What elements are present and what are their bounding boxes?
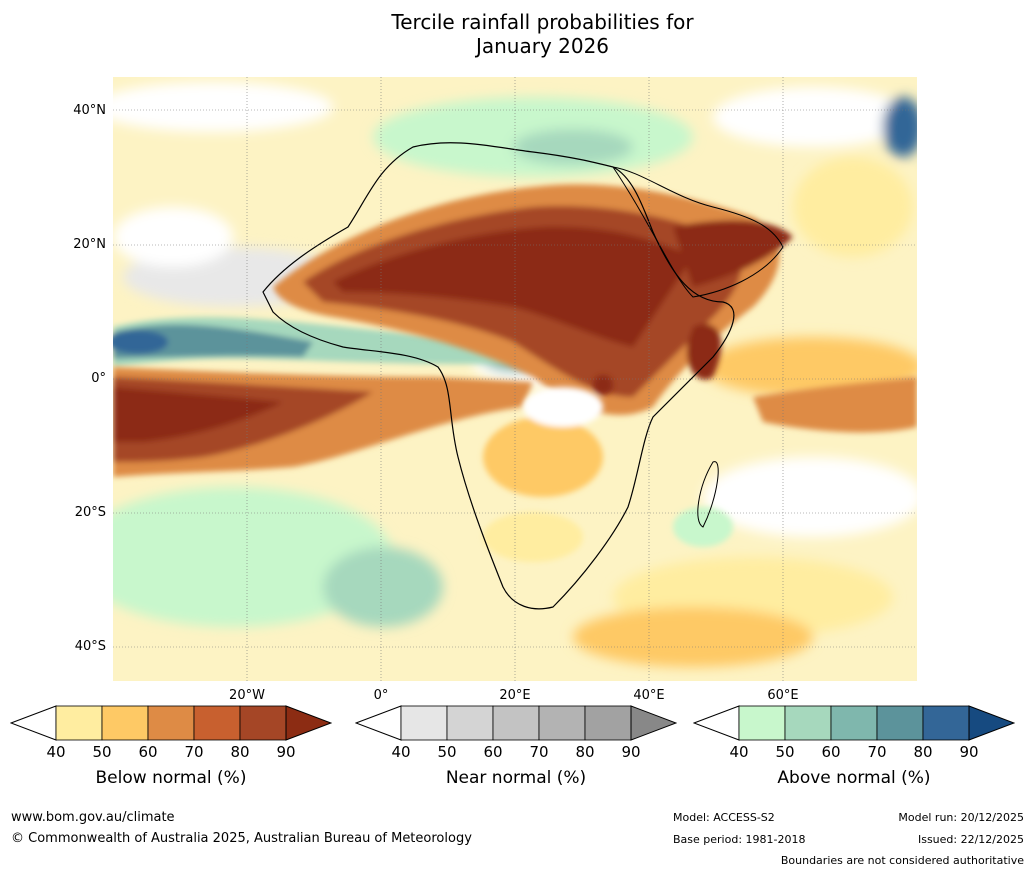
near-swatch-3 xyxy=(538,705,586,741)
lat-label-20s: 20°S xyxy=(74,505,106,520)
lon-label-0: 0° xyxy=(373,688,389,703)
lon-label-40e: 40°E xyxy=(633,688,665,703)
above-swatch-0 xyxy=(738,705,786,741)
issued-text: Issued: 22/12/2025 xyxy=(917,833,1024,846)
below-swatch-2 xyxy=(147,705,195,741)
background-fields xyxy=(113,82,917,667)
lat-label-0: 0° xyxy=(91,371,106,386)
below-tick-40: 40 xyxy=(46,743,66,761)
above-swatch-2 xyxy=(830,705,878,741)
below-swatch-4 xyxy=(239,705,287,741)
above-swatch-3 xyxy=(876,705,924,741)
above-swatch-5 xyxy=(968,705,1015,741)
lon-label-60e: 60°E xyxy=(767,688,799,703)
near-swatch-1 xyxy=(446,705,494,741)
near-tick-70: 70 xyxy=(529,743,549,761)
below-normal-sahel xyxy=(273,184,793,416)
near-tick-60: 60 xyxy=(483,743,503,761)
lon-label-20e: 20°E xyxy=(499,688,531,703)
title-line-2: January 2026 xyxy=(475,34,610,58)
website-link[interactable]: www.bom.gov.au/climate xyxy=(11,810,175,825)
below-normal-title: Below normal (%) xyxy=(95,768,247,788)
base-period-text: Base period: 1981-2018 xyxy=(673,833,806,846)
below-swatch-3 xyxy=(193,705,241,741)
madagascar-coastline xyxy=(697,461,719,528)
lat-label-40n: 40°N xyxy=(73,103,106,118)
near-tick-40: 40 xyxy=(391,743,411,761)
lon-label-20w: 20°W xyxy=(229,688,265,703)
near-swatch-0 xyxy=(400,705,448,741)
graticule xyxy=(113,77,917,681)
near-normal-title: Near normal (%) xyxy=(445,768,587,788)
below-tick-50: 50 xyxy=(92,743,112,761)
model-text: Model: ACCESS-S2 xyxy=(673,811,775,824)
near-tick-90: 90 xyxy=(621,743,641,761)
near-normal-colorbar xyxy=(355,705,677,741)
disclaimer-text: Boundaries are not considered authoritat… xyxy=(780,854,1024,867)
arabia-coastline xyxy=(611,166,784,298)
africa-coastline xyxy=(262,142,735,610)
above-tick-50: 50 xyxy=(775,743,795,761)
lat-label-40s: 40°S xyxy=(74,639,106,654)
below-swatch-5 xyxy=(285,705,332,741)
near-tick-50: 50 xyxy=(437,743,457,761)
near-tick-80: 80 xyxy=(575,743,595,761)
below-swatch-1 xyxy=(101,705,149,741)
near-swatch-2 xyxy=(492,705,540,741)
below-normal-colorbar xyxy=(10,705,332,741)
above-swatch-1 xyxy=(784,705,832,741)
near-swatch-4 xyxy=(584,705,632,741)
above-tick-70: 70 xyxy=(867,743,887,761)
below-tick-70: 70 xyxy=(184,743,204,761)
rainfall-map xyxy=(113,77,917,681)
above-tick-60: 60 xyxy=(821,743,841,761)
above-tick-40: 40 xyxy=(729,743,749,761)
model-run-text: Model run: 20/12/2025 xyxy=(898,811,1024,824)
above-normal-title: Above normal (%) xyxy=(777,768,931,788)
below-swatch-0 xyxy=(55,705,103,741)
above-tick-90: 90 xyxy=(959,743,979,761)
below-tick-60: 60 xyxy=(138,743,158,761)
chart-title: Tercile rainfall probabilities for Janua… xyxy=(0,10,1035,58)
above-normal-colorbar xyxy=(693,705,1015,741)
near-swatch-5 xyxy=(630,705,677,741)
below-tick-80: 80 xyxy=(230,743,250,761)
above-swatch-4 xyxy=(922,705,970,741)
title-line-1: Tercile rainfall probabilities for xyxy=(391,10,694,34)
above-normal-band xyxy=(113,317,533,367)
lat-label-20n: 20°N xyxy=(73,237,106,252)
above-tick-80: 80 xyxy=(913,743,933,761)
below-tick-90: 90 xyxy=(276,743,296,761)
below-normal-atlantic xyxy=(113,367,917,477)
copyright-text: © Commonwealth of Australia 2025, Austra… xyxy=(11,831,472,846)
